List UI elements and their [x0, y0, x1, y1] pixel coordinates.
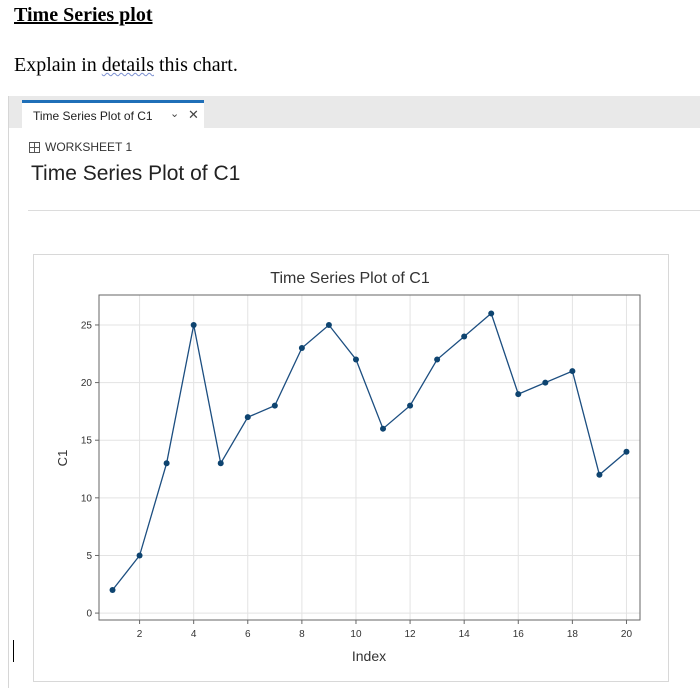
- x-tick-label: 8: [299, 629, 305, 640]
- x-tick-label: 6: [245, 629, 251, 640]
- data-point: [217, 460, 224, 467]
- chart-title: Time Series Plot of C1: [270, 270, 430, 287]
- chevron-down-icon[interactable]: ⌄: [170, 108, 180, 120]
- text-cursor: [13, 640, 14, 662]
- tab-label: Time Series Plot of C1: [33, 109, 153, 123]
- data-point: [623, 448, 630, 455]
- document-heading: Time Series plot: [14, 4, 153, 26]
- tab-bar: Time Series Plot of C1 ⌄ ✕: [9, 96, 700, 128]
- point-layer: [109, 310, 630, 594]
- spellcheck-word: details: [101, 54, 154, 76]
- x-tick-label: 10: [350, 629, 362, 640]
- plot-area-border: [98, 294, 641, 621]
- series-line-c1: [111, 312, 627, 591]
- data-point: [542, 379, 549, 386]
- y-tick-label: 5: [86, 551, 92, 562]
- data-point: [136, 552, 143, 559]
- data-point: [163, 460, 170, 467]
- x-tick-label: 16: [513, 629, 525, 640]
- y-tick-label: 25: [81, 320, 93, 331]
- close-icon[interactable]: ✕: [188, 107, 199, 122]
- y-tick-label: 0: [86, 609, 92, 620]
- minitab-output-pane: Time Series Plot of C1 ⌄ ✕ WORKSHEET 1 T…: [8, 96, 700, 688]
- x-tick-label: 20: [621, 629, 633, 640]
- document-prompt: Explain in details this chart.: [14, 54, 238, 77]
- x-tick-label: 2: [137, 629, 143, 640]
- x-tick-label: 14: [459, 629, 471, 640]
- data-point: [109, 587, 116, 594]
- data-point: [325, 321, 332, 328]
- x-tick-label: 12: [405, 629, 417, 640]
- page-title: Time Series Plot of C1: [31, 162, 241, 185]
- data-point: [244, 414, 251, 421]
- y-tick-label: 20: [81, 378, 93, 389]
- worksheet-label-row: WORKSHEET 1: [29, 140, 132, 154]
- data-point: [271, 402, 278, 409]
- time-series-chart: Time Series Plot of C1 2 4 6 8 10 12 14 16 18 20 0…: [55, 270, 641, 664]
- prompt-text-before: Explain in: [14, 54, 102, 76]
- data-point: [569, 368, 576, 375]
- tab-time-series-plot[interactable]: Time Series Plot of C1 ⌄ ✕: [22, 100, 204, 128]
- tick-layer: 2 4 6 8 10 12 14 16 18 20 0 5 10 15 20 25: [81, 320, 633, 640]
- data-point: [488, 310, 495, 317]
- data-point: [461, 333, 468, 340]
- data-point: [190, 321, 197, 328]
- data-point: [596, 471, 603, 478]
- grid-icon: [29, 141, 40, 153]
- data-point: [434, 356, 441, 363]
- prompt-text-after: this chart.: [153, 54, 238, 76]
- y-tick-label: 10: [81, 493, 93, 504]
- x-axis-label: Index: [352, 648, 386, 664]
- grid-layer: [99, 295, 640, 620]
- data-point: [380, 425, 387, 432]
- x-tick-label: 4: [191, 629, 197, 640]
- chart-frame: Time Series Plot of C1 2 4 6 8 10 12 14 16 18 20 0…: [33, 254, 669, 682]
- worksheet-label: WORKSHEET 1: [45, 140, 133, 154]
- y-axis-label: C1: [55, 450, 70, 467]
- x-tick-label: 18: [567, 629, 579, 640]
- y-tick-label: 15: [81, 436, 93, 447]
- data-point: [407, 402, 414, 409]
- data-point: [352, 356, 359, 363]
- data-point: [298, 345, 305, 352]
- divider: [28, 210, 700, 211]
- data-point: [515, 391, 522, 398]
